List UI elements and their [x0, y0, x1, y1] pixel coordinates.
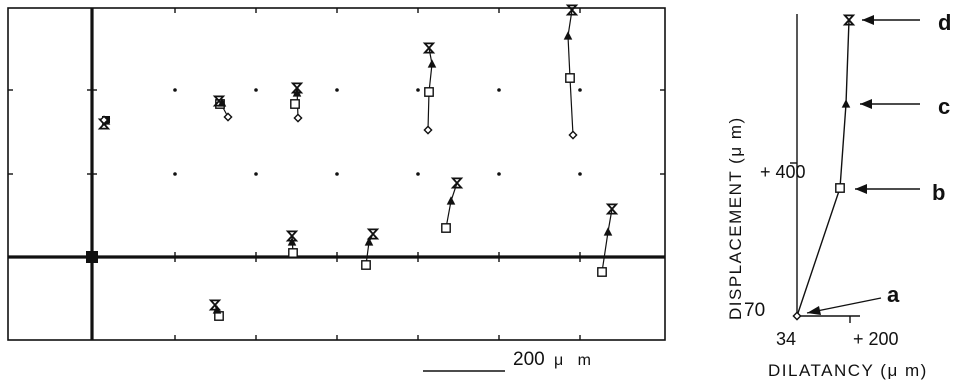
grid-point: [335, 88, 339, 92]
grid-point: [497, 172, 501, 176]
stage-c-marker: [841, 99, 851, 108]
trajectory-8: [441, 177, 463, 233]
stage-c-label: c: [938, 94, 950, 119]
grid-point: [335, 172, 339, 176]
grid-point: [416, 172, 420, 176]
trajectory-1: [98, 115, 111, 130]
grid-point: [416, 88, 420, 92]
stage-b-label: b: [932, 180, 945, 205]
trajectory-10: [209, 299, 224, 321]
x-axis-title: DILATANCY (μ m): [768, 361, 928, 380]
trajectory-5: [563, 4, 578, 140]
stage-d-label: d: [938, 10, 951, 35]
trajectory-6: [286, 230, 298, 258]
stage-a-arrow: a: [806, 282, 900, 315]
scale-bar: 200 μ m: [423, 349, 596, 372]
y-tick-70-label: 70: [744, 300, 765, 321]
grid-point: [578, 88, 582, 92]
y-axis-title: DISPLACEMENT (μ m): [726, 116, 745, 320]
x-tick-34-label: 34: [776, 329, 796, 349]
grid-panel: [7, 7, 666, 341]
trajectory-9: [597, 203, 618, 277]
stage-d-arrow: d: [862, 10, 951, 35]
dilatancy-curve: [796, 19, 850, 317]
stage-c-arrow: c: [860, 94, 950, 119]
stage-a-marker: [792, 311, 802, 321]
y-tick-400-label: + 400: [760, 162, 806, 182]
trajectory-3: [290, 82, 303, 123]
stage-b-marker: [835, 183, 845, 193]
grid-point: [254, 172, 258, 176]
profile-panel: DISPLACEMENT (μ m) + 400 70 34 + 200 DIL…: [726, 10, 951, 380]
grid-point: [497, 88, 501, 92]
trajectory-2: [213, 95, 233, 122]
grid-point: [173, 88, 177, 92]
trajectory-7: [361, 228, 379, 270]
frame-ticks: [8, 8, 665, 340]
trajectory-4: [423, 42, 437, 135]
grid-point: [578, 172, 582, 176]
x-tick-200-label: + 200: [853, 329, 899, 349]
stage-a-label: a: [887, 282, 900, 307]
origin-marker: [86, 251, 98, 263]
grid-point: [254, 88, 258, 92]
grid-point: [173, 172, 177, 176]
scale-bar-value: 200: [513, 349, 545, 370]
scale-bar-unit: μ m: [554, 352, 596, 369]
grid-points: [173, 88, 582, 176]
stage-b-arrow: b: [855, 180, 945, 205]
